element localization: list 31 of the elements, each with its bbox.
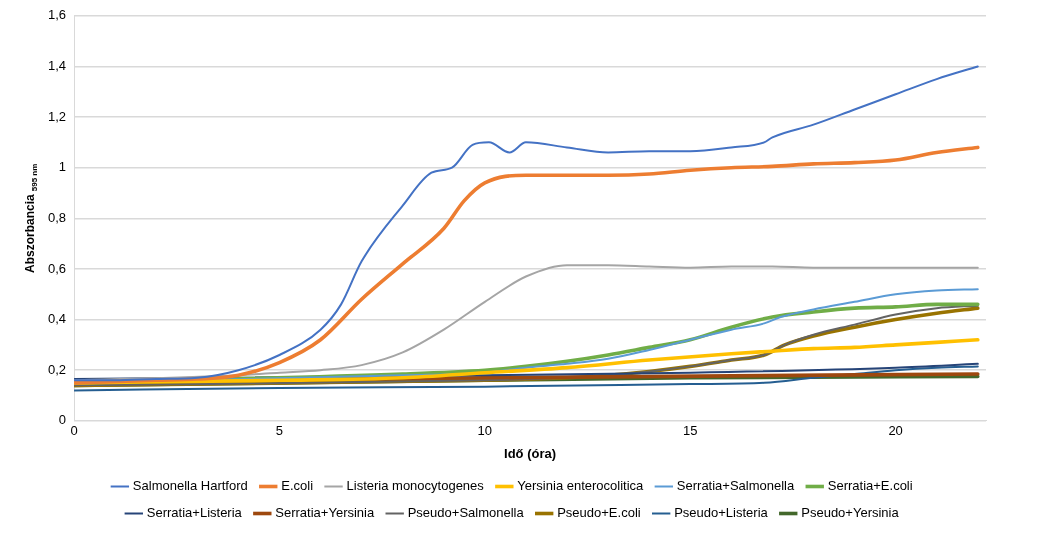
legend-label: Serratia+Salmonella [676, 478, 796, 494]
legend-label: Serratia+Yersinia [275, 505, 375, 521]
x-axis-title: Idő (óra) [504, 445, 557, 461]
y-tick-label: 0,2 [47, 361, 67, 377]
y-tick-label: 1,4 [47, 58, 67, 73]
y-tick-label: 0,6 [47, 260, 67, 276]
x-tick-label: 20 [888, 423, 903, 439]
legend-label: Pseudo+E.coli [557, 505, 641, 521]
x-tick-label: 10 [477, 423, 493, 439]
x-tick-label: 0 [70, 423, 78, 439]
line-series [74, 65, 979, 382]
legend-label: Pseudo+Listeria [674, 505, 769, 521]
legend-label: Yersinia enterocolitica [517, 478, 645, 494]
legend-label: E.coli [281, 478, 314, 494]
y-tick-label: 1,2 [47, 108, 67, 124]
legend-label: Pseudo+Salmonella [407, 505, 525, 521]
y-tick-label: 0,8 [47, 209, 67, 225]
y-tick-label: 1 [58, 159, 67, 175]
y-tick-label: 0 [58, 412, 67, 428]
legend-label: Serratia+E.coli [827, 478, 913, 494]
legend-label: Listeria monocytogenes [346, 478, 485, 494]
legend-label: Pseudo+Yersinia [801, 505, 900, 521]
x-tick-label: 5 [275, 423, 284, 439]
line-series [74, 365, 979, 392]
x-tick-label: 15 [683, 423, 698, 439]
legend-label: Salmonella Hartford [132, 478, 248, 494]
legend-label: Serratia+Listeria [146, 505, 243, 521]
y-tick-label: 1,6 [47, 7, 67, 23]
y-tick-label: 0,4 [47, 311, 67, 327]
line-series [74, 145, 980, 385]
y-axis-title: Abszorbancia595 nm [23, 163, 39, 273]
